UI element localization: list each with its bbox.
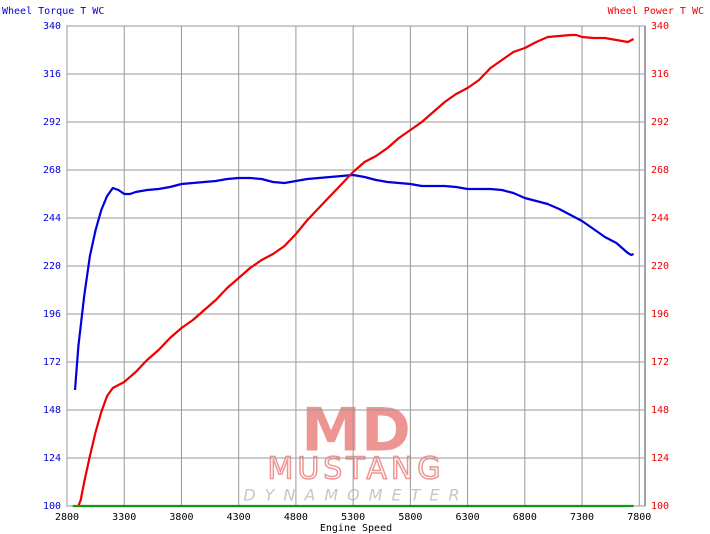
x-tick-label: 3300 (112, 512, 136, 523)
x-tick-label: 5800 (398, 512, 422, 523)
y-tick-label: 268 (43, 165, 61, 176)
y2-tick-label: 220 (651, 261, 669, 272)
watermark: MD MUSTANG DYNAMOMETER (243, 396, 468, 505)
x-tick-label: 6800 (513, 512, 537, 523)
y-axis-label: Wheel Torque T WC (2, 6, 104, 17)
y2-tick-label: 244 (651, 213, 669, 224)
y-tick-label: 244 (43, 213, 61, 224)
series-line (77, 33, 635, 507)
y-tick-label: 292 (43, 117, 61, 128)
x-tick-label: 7300 (570, 512, 594, 523)
y2-tick-label: 148 (651, 405, 669, 416)
y2-tick-label: 172 (651, 357, 669, 368)
y-tick-label: 220 (43, 261, 61, 272)
x-tick-label: 4800 (284, 512, 308, 523)
watermark-name: MUSTANG (267, 452, 444, 487)
y-tick-label: 340 (43, 21, 61, 32)
y2-tick-label: 196 (651, 309, 669, 320)
y-tick-label: 172 (43, 357, 61, 368)
x-axis-label: Engine Speed (320, 523, 392, 534)
y2-tick-label: 100 (651, 501, 669, 512)
y2-tick-label: 124 (651, 453, 669, 464)
x-tick-label: 6300 (456, 512, 480, 523)
x-tick-label: 4300 (227, 512, 251, 523)
x-tick-label: 2800 (55, 512, 79, 523)
y-tick-label: 316 (43, 69, 61, 80)
x-tick-label: 5300 (341, 512, 365, 523)
x-tick-label: 3800 (169, 512, 193, 523)
series-line (73, 173, 635, 391)
y2-tick-label: 268 (651, 165, 669, 176)
y-tick-label: 148 (43, 405, 61, 416)
y2-tick-label: 292 (651, 117, 669, 128)
watermark-sub: DYNAMOMETER (243, 486, 468, 505)
y2-tick-label: 340 (651, 21, 669, 32)
x-tick-label: 7800 (627, 512, 651, 523)
watermark-logo: MD (301, 396, 411, 466)
y-tick-label: 124 (43, 453, 61, 464)
y2-tick-label: 316 (651, 69, 669, 80)
y-tick-label: 196 (43, 309, 61, 320)
y2-axis-label: Wheel Power T WC (608, 6, 704, 17)
y-tick-label: 100 (43, 501, 61, 512)
